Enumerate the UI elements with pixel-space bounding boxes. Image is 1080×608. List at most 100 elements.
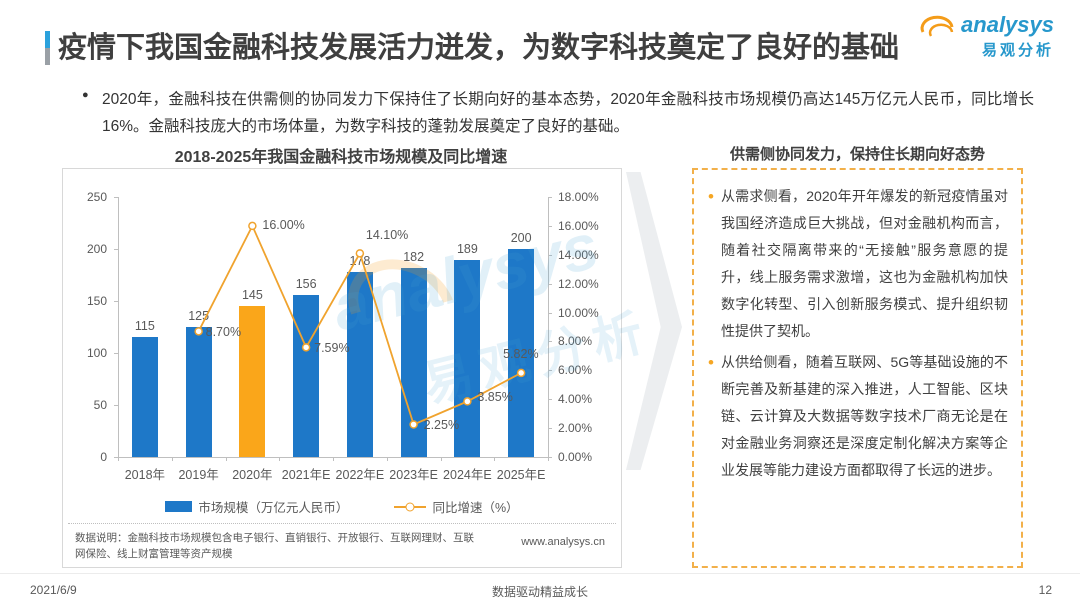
y-axis-left-tick-label: 150 bbox=[86, 294, 107, 308]
page-title: 疫情下我国金融科技发展活力迸发，为数字科技奠定了良好的基础 bbox=[58, 32, 900, 64]
y-axis-right-tick bbox=[548, 254, 552, 256]
x-axis-category-label: 2025年E bbox=[496, 468, 546, 482]
orange-bullet-icon: • bbox=[708, 353, 714, 373]
x-axis-tick bbox=[494, 457, 496, 461]
insight-supply-text: 从供给侧看，随着互联网、5G等基础设施的不断完善及新基建的深入推进，人工智能、区… bbox=[720, 354, 1008, 479]
bar-value-label: 115 bbox=[134, 319, 155, 334]
growth-rate-value-label: 3.85% bbox=[477, 390, 513, 405]
footer: 2021/6/9 数据驱动精益成长 12 bbox=[0, 573, 1080, 608]
y-axis-left-tick-label: 250 bbox=[86, 190, 107, 204]
title-accent-bar bbox=[45, 31, 50, 65]
x-axis-tick bbox=[225, 457, 227, 461]
y-axis-right-tick-label: 8.00% bbox=[558, 334, 593, 349]
x-axis-tick bbox=[118, 457, 119, 461]
footer-slogan: 数据驱动精益成长 bbox=[491, 585, 588, 599]
bar-value-label: 125 bbox=[188, 309, 210, 323]
y-axis-right-tick bbox=[548, 225, 552, 227]
transition-arrow-icon bbox=[626, 172, 682, 470]
bar-swatch-icon bbox=[165, 501, 193, 512]
x-axis-category-label: 2023年E bbox=[389, 468, 438, 482]
market-size-bar bbox=[293, 294, 320, 457]
bar-value-label: 156 bbox=[295, 276, 317, 291]
legend-market-size: 市场规模（万亿元人民币） bbox=[165, 497, 348, 516]
footer-date: 2021/6/9 bbox=[30, 583, 77, 597]
y-axis-right-tick bbox=[548, 370, 552, 372]
x-axis-tick bbox=[548, 457, 549, 461]
y-axis-right-tick-label: 0.00% bbox=[558, 450, 593, 464]
y-axis-right bbox=[548, 197, 549, 457]
market-size-bar bbox=[185, 327, 212, 457]
legend-growth-rate: 同比增速（%） bbox=[394, 497, 519, 516]
bar-value-label: 178 bbox=[349, 253, 371, 268]
logo-brand-cn-text: 易观分析 bbox=[981, 42, 1054, 59]
growth-rate-marker-icon bbox=[248, 221, 257, 231]
insight-item: • 从供给侧看，随着互联网、5G等基础设施的不断完善及新基建的深入推进，人工智能… bbox=[702, 349, 1008, 484]
y-axis-right-tick bbox=[548, 312, 552, 314]
y-axis-left bbox=[118, 197, 119, 457]
line-swatch-icon bbox=[394, 502, 427, 511]
growth-rate-value-label: 8.70% bbox=[205, 325, 242, 340]
growth-rate-value-label: 5.82% bbox=[503, 346, 539, 361]
y-axis-right-tick-label: 18.00% bbox=[558, 190, 599, 204]
y-axis-left-tick bbox=[114, 197, 118, 198]
source-note: 数据说明：金融科技市场规模包含电子银行、直销银行、开放银行、互联网理财、互联网保… bbox=[75, 532, 474, 561]
insight-panel-title: 供需侧协同发力，保持住长期向好态势 bbox=[729, 146, 985, 163]
bar-value-label: 145 bbox=[241, 288, 263, 303]
market-size-bar bbox=[239, 306, 266, 457]
y-axis-left-tick bbox=[114, 457, 118, 458]
y-axis-right-tick-label: 16.00% bbox=[558, 218, 599, 233]
insight-demand-text: 从需求侧看，2020年开年爆发的新冠疫情虽对我国经济造成巨大挑战，但对金融机构而… bbox=[720, 188, 1008, 340]
y-axis-left-tick bbox=[114, 353, 118, 354]
analysys-logo: analysys 易观分析 bbox=[920, 12, 1054, 60]
growth-rate-value-label: 16.00% bbox=[262, 217, 305, 232]
y-axis-right-tick-label: 6.00% bbox=[558, 363, 593, 378]
source-divider bbox=[68, 523, 616, 524]
y-axis-right-tick bbox=[548, 341, 552, 343]
y-axis-right-tick-label: 4.00% bbox=[558, 392, 593, 407]
y-axis-right-tick bbox=[548, 457, 552, 458]
growth-rate-value-label: 2.25% bbox=[423, 417, 460, 432]
market-size-chart: 市场规模（万亿元人民币） 同比增速（%） 数据说明：金融科技市场规模包含电子银行… bbox=[62, 168, 622, 568]
y-axis-right-tick-label: 10.00% bbox=[558, 305, 599, 320]
logo-brand-text: analysys bbox=[961, 12, 1054, 37]
legend-growth-rate-label: 同比增速（%） bbox=[432, 501, 519, 515]
y-axis-right-tick bbox=[548, 283, 552, 285]
y-axis-left-tick bbox=[114, 301, 118, 302]
y-axis-left-tick-label: 100 bbox=[86, 346, 107, 360]
growth-rate-value-label: 14.10% bbox=[365, 228, 409, 243]
y-axis-left-tick-label: 50 bbox=[93, 398, 107, 412]
y-axis-left-tick-label: 200 bbox=[86, 242, 107, 256]
y-axis-right-tick-label: 2.00% bbox=[558, 421, 593, 436]
growth-rate-value-label: 7.59% bbox=[314, 341, 350, 356]
logo-swoosh-icon bbox=[916, 8, 958, 45]
summary-text: 2020年，金融科技在供需侧的协同发力下保持住了长期向好的基本态势，2020年金… bbox=[102, 91, 1034, 136]
market-size-bar bbox=[346, 271, 373, 457]
y-axis-right-tick-label: 14.00% bbox=[558, 247, 599, 262]
x-axis-category-label: 2022年E bbox=[335, 468, 385, 482]
x-axis-category-label: 2020年 bbox=[232, 468, 273, 482]
y-axis-left-tick bbox=[114, 249, 118, 250]
y-axis-right-tick bbox=[548, 399, 552, 401]
footer-page-number: 12 bbox=[1038, 583, 1052, 597]
x-axis-tick bbox=[171, 457, 173, 461]
orange-bullet-icon: • bbox=[708, 187, 714, 206]
legend-market-size-label: 市场规模（万亿元人民币） bbox=[198, 501, 349, 515]
summary-block: ● 2020年，金融科技在供需侧的协同发力下保持住了长期向好的基本态势，2020… bbox=[72, 86, 1034, 140]
website-link[interactable]: www.analysys.cn bbox=[521, 536, 605, 548]
x-axis-category-label: 2018年 bbox=[124, 468, 166, 482]
bar-value-label: 200 bbox=[510, 231, 532, 245]
x-axis-category-label: 2021年E bbox=[281, 468, 331, 482]
y-axis-right-tick bbox=[548, 428, 552, 430]
x-axis-category-label: 2024年E bbox=[443, 468, 492, 482]
x-axis-tick bbox=[333, 457, 334, 461]
bar-value-label: 182 bbox=[403, 249, 425, 264]
chart-title: 2018-2025年我国金融科技市场规模及同比增速 bbox=[174, 149, 508, 166]
x-axis-tick bbox=[386, 457, 388, 461]
y-axis-right-tick bbox=[548, 197, 552, 198]
x-axis-tick bbox=[440, 457, 442, 461]
market-size-bar bbox=[131, 337, 158, 457]
bar-value-label: 189 bbox=[456, 242, 478, 257]
x-axis-tick bbox=[279, 457, 281, 461]
chart-legend: 市场规模（万亿元人民币） 同比增速（%） bbox=[63, 497, 621, 516]
y-axis-left-tick bbox=[114, 405, 118, 406]
